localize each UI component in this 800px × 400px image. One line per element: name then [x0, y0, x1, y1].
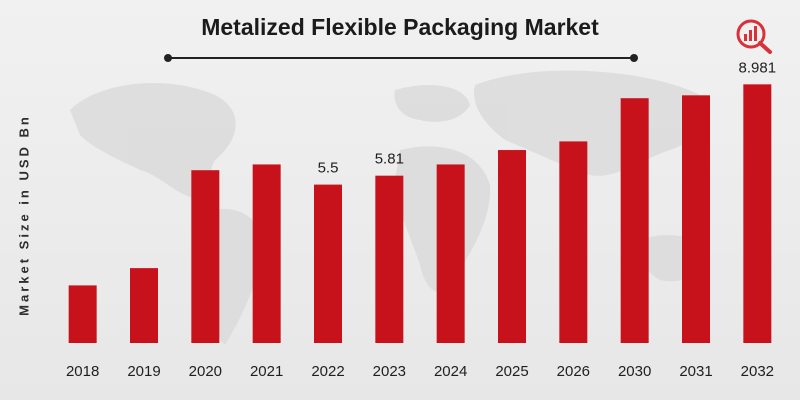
bar-2019: [130, 268, 158, 343]
x-tick-label-2025: 2025: [495, 363, 528, 380]
bar-2032: [743, 84, 772, 343]
x-tick-label-2023: 2023: [373, 363, 406, 380]
chart-title: Metalized Flexible Packaging Market: [201, 14, 599, 40]
x-tick-label-2031: 2031: [679, 363, 712, 380]
title-underline-dot-left: [164, 54, 172, 62]
x-tick-label-2018: 2018: [66, 363, 99, 380]
bar-2025: [498, 150, 526, 343]
x-tick-label-2022: 2022: [311, 363, 344, 380]
bar-2018: [68, 285, 97, 343]
title-underline: [168, 57, 634, 59]
x-tick-label-2021: 2021: [250, 363, 283, 380]
bars-group: [68, 84, 772, 343]
title-underline-dot-right: [630, 54, 638, 62]
data-labels: 5.5 5.81 8.981: [318, 59, 777, 176]
bar-2023: [375, 175, 404, 343]
x-tick-label-2026: 2026: [557, 363, 590, 380]
x-tick-labels: 2018 2019 2020 2021 2022 2023 2024 2025 2026 2030…: [66, 363, 774, 380]
bar-2022: [314, 184, 342, 343]
brand-logo-icon: [736, 19, 772, 54]
bar-2026: [559, 141, 588, 343]
data-label-2022: 5.5: [318, 160, 339, 177]
bar-2020: [191, 170, 220, 343]
data-label-2023: 5.81: [375, 151, 404, 168]
bar-2021: [252, 164, 281, 343]
x-tick-label-2020: 2020: [189, 363, 222, 380]
x-tick-label-2032: 2032: [741, 363, 774, 380]
x-tick-label-2024: 2024: [434, 363, 467, 380]
x-tick-label-2030: 2030: [618, 363, 651, 380]
x-tick-label-2019: 2019: [127, 363, 160, 380]
bar-2024: [436, 164, 465, 343]
data-label-2032: 8.981: [739, 59, 777, 76]
bar-2030: [620, 98, 649, 343]
bar-2031: [682, 95, 710, 343]
